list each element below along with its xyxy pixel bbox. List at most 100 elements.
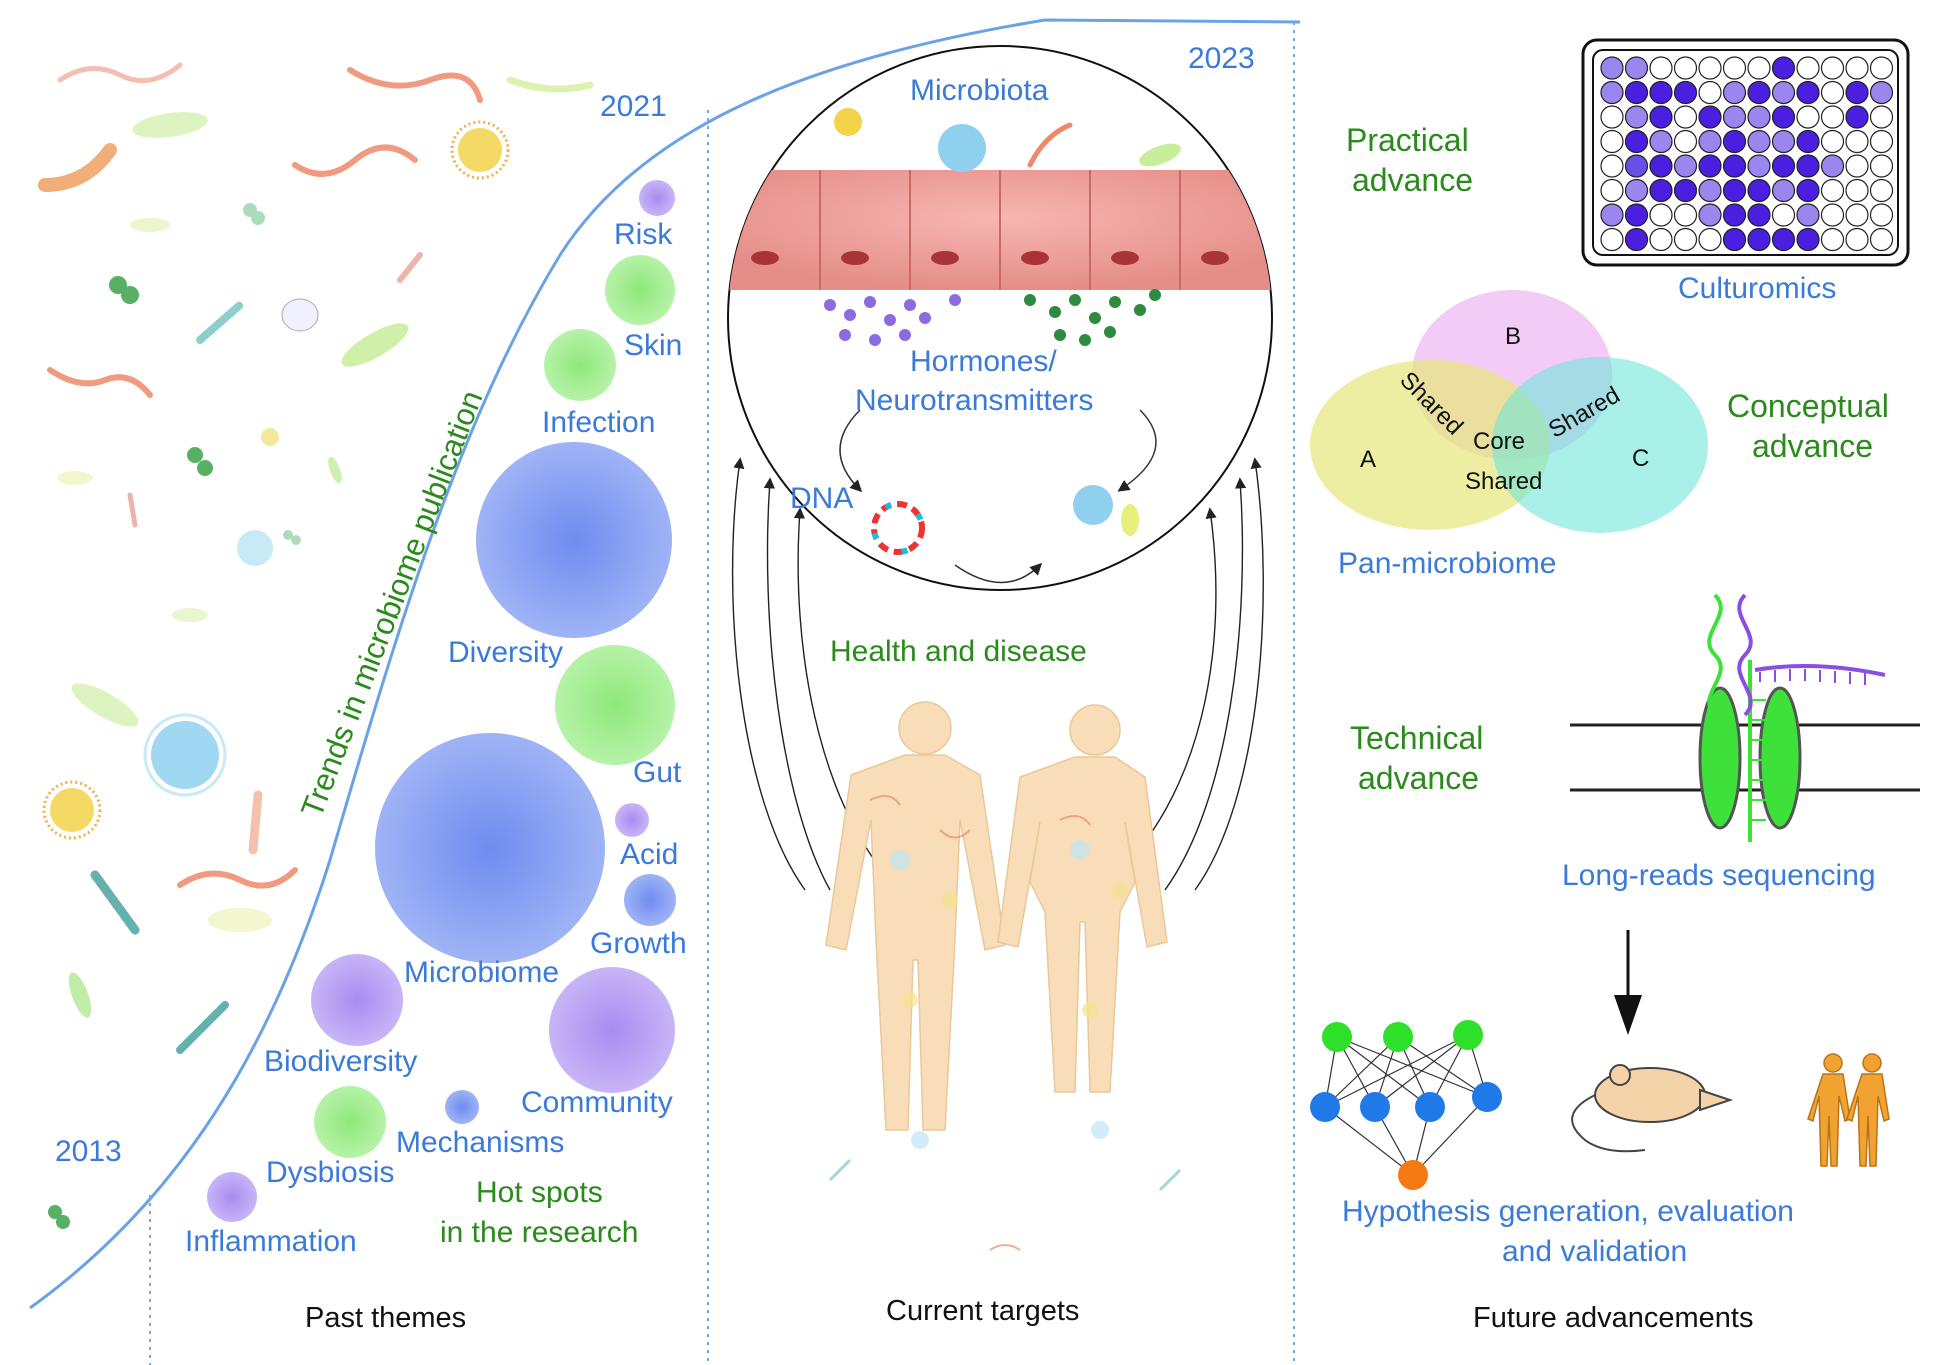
plate-well (1845, 105, 1869, 129)
pan-microbiome-venn (1310, 290, 1708, 533)
human-pair-icon (1807, 1053, 1890, 1167)
bubble-dysbiosis (314, 1086, 386, 1158)
plate-well (1845, 129, 1869, 154)
plate-well (1820, 56, 1845, 80)
plate-well (1845, 80, 1869, 105)
bubble-infection (544, 329, 616, 401)
plate-well (1747, 56, 1771, 80)
plate-well (1673, 178, 1698, 203)
bubble-diversity (476, 442, 672, 638)
plate-well (1747, 129, 1771, 154)
label-dysbiosis: Dysbiosis (266, 1156, 395, 1189)
bubble-acid (615, 803, 649, 837)
label-risk: Risk (614, 218, 673, 251)
label-microbiome: Microbiome (404, 956, 560, 989)
label-conceptual-line1: Conceptual (1727, 388, 1889, 424)
plate-well (1722, 56, 1747, 80)
label-acid: Acid (620, 838, 679, 871)
plate-well (1771, 178, 1796, 203)
plate-well (1624, 178, 1649, 203)
venn-label-b: B (1505, 323, 1522, 350)
plate-well (1722, 203, 1747, 227)
plate-well (1747, 203, 1771, 227)
hotspots-caption-line1: Hot spots (476, 1176, 603, 1209)
plate-well (1600, 154, 1624, 178)
plate-well (1624, 154, 1649, 178)
plate-well (1649, 178, 1673, 203)
plate-well (1673, 129, 1698, 154)
plate-well (1722, 129, 1747, 154)
plate-well (1796, 227, 1820, 252)
plate-well (1771, 80, 1796, 105)
plate-well (1869, 178, 1894, 203)
plate-well (1869, 227, 1894, 252)
section-current-targets: Current targets (886, 1295, 1080, 1327)
gut-epithelium-circle (727, 45, 1273, 591)
plate-well (1600, 203, 1624, 227)
plate-well (1673, 56, 1698, 80)
plate-well (1771, 56, 1796, 80)
down-arrow (1614, 930, 1642, 1035)
plate-well (1771, 105, 1796, 129)
plate-well (1649, 129, 1673, 154)
plate-well (1698, 56, 1722, 80)
plate-well (1820, 80, 1845, 105)
label-long-reads: Long-reads sequencing (1562, 859, 1876, 892)
plate-well (1845, 154, 1869, 178)
bubble-community (549, 967, 675, 1093)
label-hormones-line1: Hormones/ (910, 345, 1057, 378)
bubble-skin (605, 255, 675, 325)
plate-well (1600, 80, 1624, 105)
plate-well (1796, 203, 1820, 227)
label-gut: Gut (633, 756, 682, 789)
plate-well (1698, 129, 1722, 154)
plate-well (1698, 80, 1722, 105)
plate-well (1869, 203, 1894, 227)
label-pan-microbiome: Pan-microbiome (1338, 547, 1557, 580)
plate-well (1747, 80, 1771, 105)
plate-well (1649, 203, 1673, 227)
label-dna: DNA (790, 482, 854, 515)
plate-well (1649, 105, 1673, 129)
section-past-themes: Past themes (305, 1302, 467, 1334)
year-2021-label: 2021 (600, 90, 667, 123)
venn-label-shared-ac: Shared (1465, 468, 1543, 495)
plate-well (1624, 203, 1649, 227)
plate-well (1600, 178, 1624, 203)
bubble-growth (624, 874, 676, 926)
plate-well (1698, 154, 1722, 178)
body-microbe-speckles (828, 795, 1182, 1251)
label-hypothesis-line2: and validation (1502, 1235, 1688, 1268)
body-female (997, 704, 1168, 1093)
plate-well (1796, 56, 1820, 80)
plate-well (1845, 56, 1869, 80)
plate-well (1673, 105, 1698, 129)
plate-well (1820, 227, 1845, 252)
plate-well (1869, 56, 1894, 80)
plate-well (1869, 154, 1894, 178)
label-mechanisms: Mechanisms (396, 1126, 565, 1159)
neural-network-icon (1310, 1020, 1502, 1190)
plate-well (1600, 56, 1624, 80)
publication-trend-curve (29, 18, 1301, 1310)
bubble-microbiome (375, 733, 605, 963)
plate-well (1673, 227, 1698, 252)
hotspots-caption-line2: in the research (440, 1216, 639, 1249)
label-hormones-line2: Neurotransmitters (855, 384, 1094, 417)
plate-well (1649, 154, 1673, 178)
plate-well (1820, 203, 1845, 227)
label-microbiota: Microbiota (910, 74, 1049, 107)
plate-well (1869, 129, 1894, 154)
label-culturomics: Culturomics (1678, 272, 1837, 305)
plate-well (1722, 80, 1747, 105)
venn-label-core: Core (1473, 428, 1526, 455)
plate-well (1747, 105, 1771, 129)
plate-well (1771, 129, 1796, 154)
plate-well (1796, 178, 1820, 203)
body-to-gut-arrows (731, 457, 1264, 891)
label-inflammation: Inflammation (185, 1225, 357, 1258)
plate-well (1845, 178, 1869, 203)
plate-well (1796, 80, 1820, 105)
plate-well (1796, 129, 1820, 154)
